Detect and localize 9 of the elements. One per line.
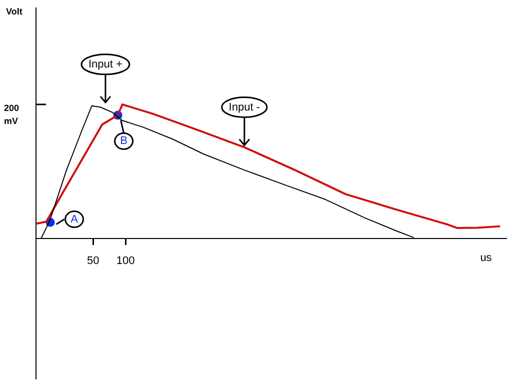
annotation: A — [70, 213, 79, 226]
x-axis-title: us — [480, 252, 492, 264]
annotation: B — [120, 135, 128, 148]
x-tick-label: 100 — [116, 255, 135, 267]
text: 200 mV — [4, 102, 20, 126]
annotation: Input + — [88, 58, 122, 70]
x-tick-label: 50 — [87, 255, 100, 267]
text: Volt — [6, 6, 22, 16]
annotation: Input - — [228, 101, 260, 114]
